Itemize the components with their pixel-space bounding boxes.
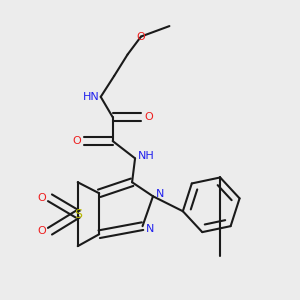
Text: O: O: [145, 112, 153, 122]
Text: S: S: [74, 208, 82, 221]
Text: N: N: [146, 224, 154, 234]
Text: O: O: [38, 193, 46, 203]
Text: N: N: [156, 189, 164, 199]
Text: O: O: [137, 32, 146, 41]
Text: HN: HN: [82, 92, 99, 102]
Text: O: O: [38, 226, 46, 236]
Text: O: O: [72, 136, 81, 146]
Text: NH: NH: [138, 151, 155, 161]
